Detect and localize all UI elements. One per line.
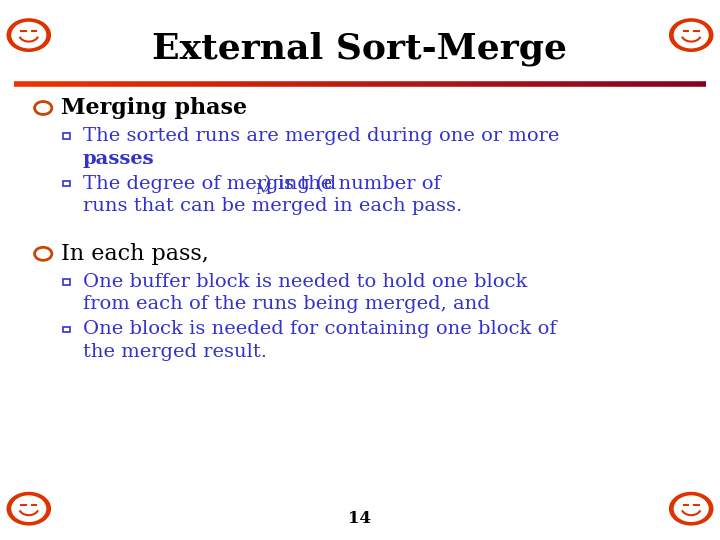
Circle shape [675, 23, 708, 48]
Text: the merged result.: the merged result. [83, 343, 267, 361]
Text: from each of the runs being merged, and: from each of the runs being merged, and [83, 295, 490, 313]
Text: The sorted runs are merged during one or more: The sorted runs are merged during one or… [83, 127, 559, 145]
Bar [63, 327, 70, 332]
Text: One block is needed for containing one block of: One block is needed for containing one b… [83, 320, 557, 339]
Circle shape [7, 492, 50, 525]
Text: .: . [140, 150, 147, 168]
Text: 14: 14 [348, 510, 372, 527]
Circle shape [12, 23, 45, 48]
Circle shape [675, 496, 708, 521]
Circle shape [12, 496, 45, 521]
Text: The degree of merging (d: The degree of merging (d [83, 174, 336, 193]
Text: One buffer block is needed to hold one block: One buffer block is needed to hold one b… [83, 273, 527, 291]
Text: External Sort-Merge: External Sort-Merge [153, 31, 567, 66]
Text: passes: passes [83, 150, 154, 168]
Bar [63, 181, 70, 186]
Text: ) is the number of: ) is the number of [264, 174, 441, 193]
Bar [63, 279, 70, 285]
Bar [63, 133, 70, 139]
Text: Merging phase: Merging phase [61, 97, 248, 119]
Circle shape [670, 19, 713, 51]
Circle shape [670, 492, 713, 525]
Text: In each pass,: In each pass, [61, 243, 209, 265]
Text: M: M [256, 183, 271, 197]
Text: runs that can be merged in each pass.: runs that can be merged in each pass. [83, 197, 462, 215]
Circle shape [7, 19, 50, 51]
